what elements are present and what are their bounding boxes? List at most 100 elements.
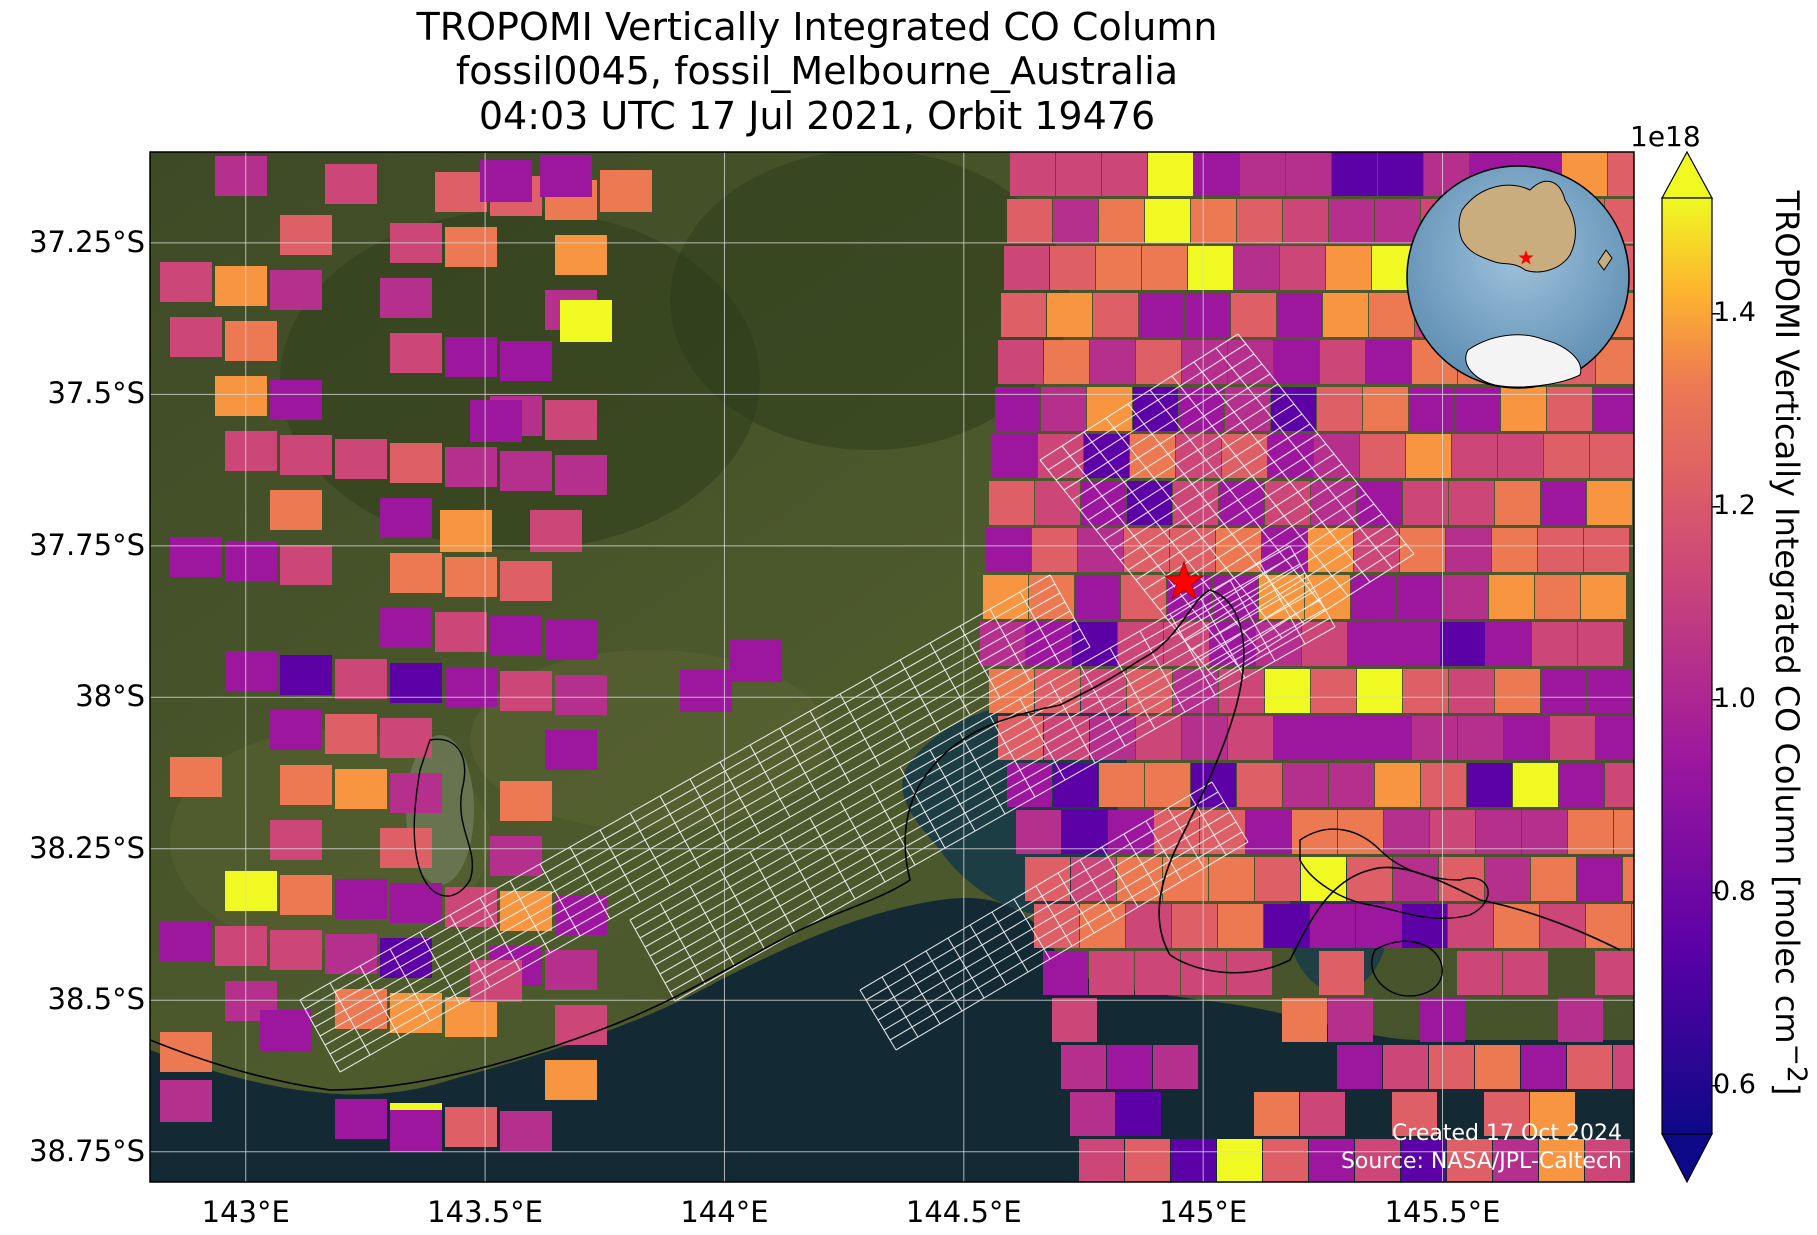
co-pixel — [1494, 904, 1539, 948]
co-pixel — [390, 333, 442, 373]
footprint-edge — [1049, 681, 1096, 764]
co-pixel — [1061, 1045, 1106, 1089]
footprint-edge — [1183, 513, 1383, 641]
colorbar-body — [1661, 197, 1713, 1135]
co-pixel — [280, 765, 332, 805]
co-pixel — [1328, 998, 1373, 1042]
co-pixel — [225, 541, 277, 581]
co-pixel — [1409, 387, 1454, 431]
co-pixel — [170, 537, 222, 577]
co-pixel — [225, 321, 277, 361]
co-pixel — [1093, 293, 1138, 337]
footprint-edge — [959, 732, 1006, 815]
co-pixel — [1130, 434, 1175, 478]
lon-tick-label: 144°E — [680, 1195, 769, 1229]
footprint-edge — [1289, 545, 1336, 628]
footprint-edge — [629, 545, 1291, 921]
lat-tick-label: 38.75°S — [29, 1133, 145, 1168]
co-pixel — [270, 930, 322, 970]
locator-globe-inset — [1406, 165, 1630, 389]
co-pixel — [545, 620, 597, 660]
co-pixel — [1075, 575, 1120, 619]
co-pixel — [445, 997, 497, 1037]
footprint-edge — [1095, 403, 1295, 531]
footprint-edge — [1071, 373, 1271, 501]
co-pixel — [1613, 1045, 1634, 1089]
co-pixel — [1127, 481, 1172, 525]
co-pixel — [335, 769, 387, 809]
co-pixel — [445, 667, 497, 707]
phillip-island-outline — [1299, 828, 1489, 920]
co-pixel — [1430, 810, 1475, 854]
co-pixel — [1403, 481, 1448, 525]
co-pixel — [1108, 810, 1153, 854]
co-pixel — [1632, 904, 1634, 948]
footprint-edge — [309, 592, 1061, 1019]
co-pixel — [600, 170, 652, 212]
co-pixel — [1614, 810, 1634, 854]
footprint-edge — [654, 590, 1316, 966]
co-pixel — [1319, 951, 1364, 995]
co-pixel — [1053, 199, 1098, 243]
co-pixel — [215, 156, 267, 196]
footprint-edge — [809, 817, 856, 900]
co-pixel — [160, 1032, 212, 1072]
co-pixel — [1360, 434, 1405, 478]
lake-outline — [413, 738, 474, 897]
co-pixel — [1218, 904, 1263, 948]
lat-tick-label: 38.25°S — [29, 830, 145, 865]
co-pixel — [1421, 763, 1466, 807]
footprint-edge — [883, 821, 1237, 1031]
colorbar-extend-top — [1660, 150, 1714, 199]
footprint-edge — [299, 574, 1051, 1001]
footprint-edge — [339, 646, 1091, 1073]
co-pixel — [1219, 669, 1264, 713]
co-pixel — [1302, 622, 1347, 666]
co-pixel — [445, 447, 497, 487]
co-pixel — [1099, 199, 1144, 243]
co-pixel — [335, 879, 387, 919]
co-pixel — [1300, 1092, 1345, 1136]
footprint-edge — [644, 572, 1306, 948]
co-pixel — [730, 640, 782, 682]
lon-tick-label: 145.5°E — [1384, 1195, 1501, 1229]
footprint-edge — [1079, 383, 1279, 511]
colorbar-tick-label: 1.2 — [1713, 489, 1756, 521]
co-pixel — [995, 387, 1040, 431]
co-pixel — [1265, 669, 1310, 713]
footprint-edge — [719, 868, 766, 951]
footprint-edge — [1167, 493, 1367, 621]
co-pixel — [1254, 1092, 1299, 1136]
co-pixel — [1080, 904, 1125, 948]
co-pixel — [1593, 387, 1634, 431]
co-pixel — [1369, 293, 1414, 337]
co-pixel — [1356, 904, 1401, 948]
footprint-edge — [889, 831, 1243, 1041]
co-pixel — [1188, 246, 1233, 290]
co-pixel — [560, 300, 612, 342]
co-pixel — [1056, 152, 1101, 196]
co-pixel — [1567, 1045, 1612, 1089]
co-pixel — [280, 875, 332, 915]
colorbar-label-close: ] — [1768, 1082, 1807, 1096]
footprint-edge — [1199, 533, 1399, 661]
co-pixel — [480, 160, 532, 202]
co-pixel — [1596, 716, 1634, 760]
footprint-edge — [1063, 363, 1263, 491]
co-pixel — [1447, 1139, 1492, 1182]
co-pixel — [1264, 904, 1309, 948]
footprint-edge — [674, 626, 1336, 1002]
co-pixel — [445, 557, 497, 597]
co-pixel — [680, 670, 732, 712]
co-pixel — [1136, 340, 1181, 384]
co-pixel — [1133, 387, 1178, 431]
co-pixel — [490, 836, 542, 876]
footprint-edge — [664, 608, 1326, 984]
co-pixel — [1401, 1139, 1446, 1182]
co-pixel — [445, 1107, 497, 1147]
co-pixel — [1283, 763, 1328, 807]
colorbar — [1660, 150, 1720, 1184]
co-pixel — [1314, 434, 1359, 478]
co-pixel — [1392, 1092, 1437, 1136]
co-pixel — [1317, 387, 1362, 431]
